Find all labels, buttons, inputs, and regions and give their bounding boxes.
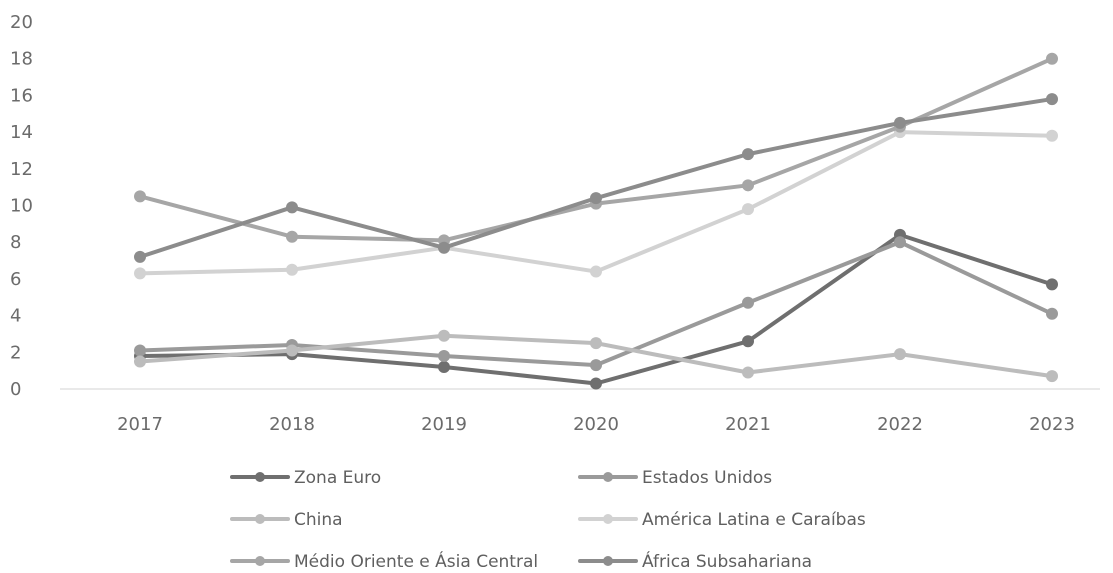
x-tick-label: 2022 (877, 414, 923, 435)
data-point (438, 360, 450, 373)
data-point (742, 335, 754, 348)
data-point (438, 349, 450, 362)
legend-label: África Subsahariana (642, 550, 812, 572)
legend-label: América Latina e Caraíbas (642, 510, 866, 530)
x-tick-label: 2020 (573, 414, 619, 435)
legend-label: China (294, 510, 343, 530)
series (134, 52, 1058, 247)
legend-item: China (230, 510, 343, 530)
legend-label: Médio Oriente e Ásia Central (294, 550, 538, 572)
legend-label: Zona Euro (294, 468, 381, 488)
data-point (286, 201, 298, 214)
data-point (894, 236, 906, 249)
data-point (1046, 370, 1058, 383)
axis: 0 2 4 6 8 10 12 14 16 18 20 2017 2018 2019 2020 2021 202… (10, 12, 1100, 435)
data-point (1046, 307, 1058, 320)
data-point (590, 265, 602, 278)
data-point (590, 192, 602, 205)
legend-item: África Subsahariana (578, 550, 812, 572)
data-point (590, 359, 602, 372)
legend-label: Estados Unidos (642, 468, 772, 488)
x-tick-label: 2019 (421, 414, 467, 435)
legend-item: Zona Euro (230, 468, 381, 488)
series-group (134, 52, 1058, 390)
legend-swatch-marker (255, 472, 265, 482)
legend-swatch-marker (255, 514, 265, 524)
y-tick-label: 0 (10, 379, 21, 400)
data-point (742, 296, 754, 309)
x-tick-label: 2023 (1029, 414, 1075, 435)
data-point (286, 263, 298, 276)
legend: Zona Euro Estados Unidos China América Lati… (230, 468, 866, 572)
y-tick-label: 20 (10, 12, 33, 33)
data-point (894, 116, 906, 129)
data-point (742, 148, 754, 161)
data-point (894, 348, 906, 361)
y-tick-label: 12 (10, 159, 33, 180)
x-tick-label: 2017 (117, 414, 163, 435)
y-tick-label: 6 (10, 269, 21, 290)
y-tick-label: 18 (10, 49, 33, 70)
data-point (134, 267, 146, 280)
y-tick-label: 10 (10, 196, 33, 217)
x-tick-label: 2018 (269, 414, 315, 435)
data-point (590, 377, 602, 390)
legend-item: Médio Oriente e Ásia Central (230, 550, 538, 572)
y-tick-label: 4 (10, 306, 21, 327)
y-tick-label: 14 (10, 122, 33, 143)
data-point (134, 190, 146, 203)
data-point (134, 355, 146, 368)
data-point (438, 329, 450, 342)
data-point (742, 366, 754, 379)
y-tick-label: 8 (10, 232, 21, 253)
data-point (438, 241, 450, 254)
data-point (1046, 278, 1058, 291)
data-point (134, 250, 146, 263)
legend-item: Estados Unidos (578, 468, 772, 488)
legend-item: América Latina e Caraíbas (578, 510, 866, 530)
legend-swatch-marker (603, 472, 613, 482)
data-point (286, 230, 298, 243)
y-tick-label: 2 (10, 342, 21, 363)
legend-swatch-marker (603, 514, 613, 524)
x-tick-label: 2021 (725, 414, 771, 435)
y-tick-label: 16 (10, 85, 33, 106)
data-point (134, 344, 146, 357)
data-point (1046, 52, 1058, 65)
data-point (742, 179, 754, 192)
data-point (742, 203, 754, 216)
data-point (1046, 93, 1058, 106)
series (134, 329, 1058, 383)
data-point (1046, 129, 1058, 142)
legend-swatch-marker (255, 556, 265, 566)
legend-swatch-marker (603, 556, 613, 566)
data-point (590, 337, 602, 350)
data-point (286, 344, 298, 357)
series (134, 93, 1058, 263)
